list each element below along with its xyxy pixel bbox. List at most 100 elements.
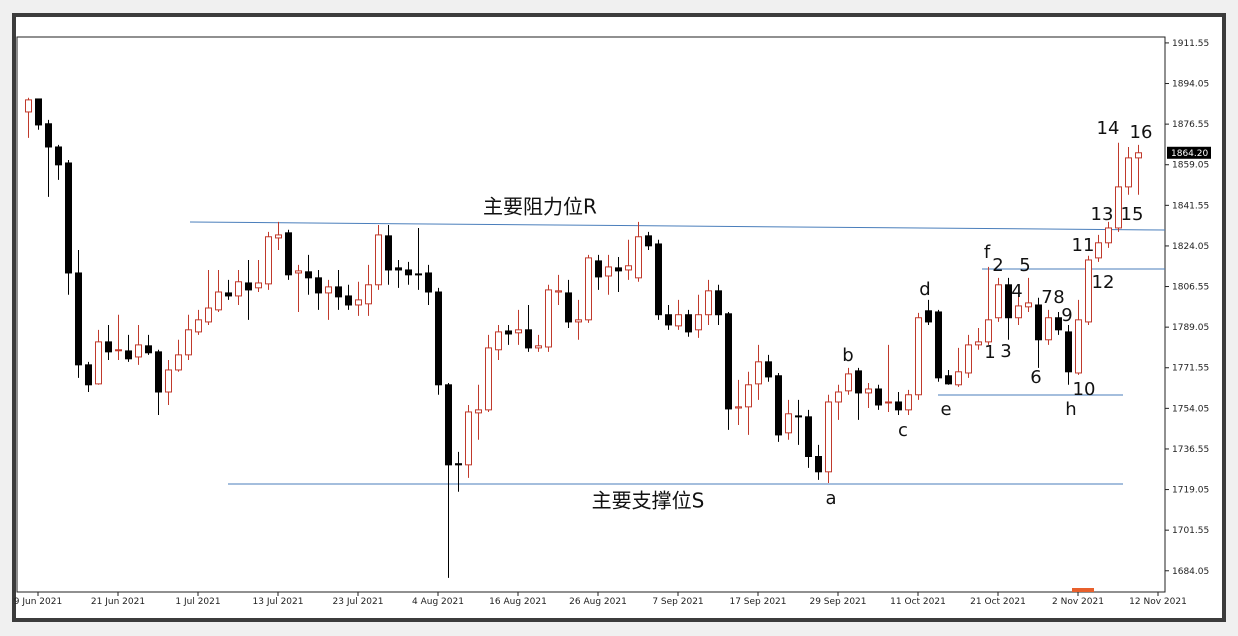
x-tick-label: 21 Jun 2021: [91, 597, 145, 607]
candle-body: [1065, 331, 1072, 373]
x-tick-label: 26 Aug 2021: [569, 597, 627, 607]
candle-body: [855, 370, 862, 394]
resistance-line: [189, 221, 1166, 231]
candle-body: [35, 98, 42, 126]
candle-body: [595, 260, 602, 278]
candle-body: [815, 455, 822, 473]
candle-body: [525, 329, 532, 349]
plot-area: [16, 36, 1166, 593]
candle-body: [455, 463, 462, 466]
candle-body: [695, 314, 702, 331]
candle-body: [665, 314, 672, 326]
candle-body: [295, 270, 302, 274]
candle-body: [65, 162, 72, 274]
annotation: 16: [1130, 122, 1153, 143]
y-tick-label: 1789.05: [1172, 323, 1209, 333]
candle-body: [165, 369, 172, 393]
y-tick-label: 1911.55: [1172, 39, 1209, 49]
candle-body: [775, 375, 782, 436]
candle-body: [175, 354, 182, 371]
candle-body: [55, 146, 62, 166]
y-tick-label: 1719.05: [1172, 486, 1209, 496]
candle-body: [365, 284, 372, 305]
candle-body: [145, 345, 152, 354]
annotation: 8: [1053, 287, 1064, 308]
candle-body: [45, 123, 52, 148]
price-tag: [1167, 146, 1211, 159]
candle-body: [975, 341, 982, 346]
annotation: h: [1065, 399, 1076, 420]
candle-body: [335, 286, 342, 298]
candle-body: [445, 384, 452, 466]
candle-body: [255, 282, 262, 289]
candle-body: [705, 290, 712, 316]
annotation: 3: [1000, 341, 1011, 362]
candle-body: [545, 289, 552, 348]
marker: [1072, 588, 1094, 592]
candle-body: [765, 361, 772, 378]
candle-body: [965, 344, 972, 374]
annotation: 15: [1121, 204, 1144, 225]
y-tick-label: 1859.05: [1172, 161, 1209, 171]
annotation: 11: [1072, 235, 1095, 256]
candle-body: [1115, 186, 1122, 229]
candle-body: [345, 295, 352, 306]
annotation: 10: [1073, 379, 1096, 400]
x-tick-label: 2 Nov 2021: [1052, 597, 1104, 607]
candle-body: [305, 271, 312, 279]
candle-body: [955, 371, 962, 386]
level-lines: [189, 221, 1166, 485]
x-tick-label: 29 Sep 2021: [809, 597, 866, 607]
candle-body: [905, 394, 912, 411]
candle-body: [715, 290, 722, 316]
candle-body: [245, 282, 252, 291]
candle-body: [375, 234, 382, 286]
x-tick-label: 7 Sep 2021: [652, 597, 703, 607]
candle-body: [315, 277, 322, 294]
annotation: 4: [1011, 281, 1022, 302]
candle-body: [925, 310, 932, 323]
candle-body: [635, 236, 642, 279]
candle-body: [985, 319, 992, 343]
candle-body: [485, 347, 492, 411]
candle-body: [1135, 152, 1142, 159]
x-tick-label: 16 Aug 2021: [489, 597, 547, 607]
candle-body: [185, 329, 192, 356]
candle-body: [405, 269, 412, 276]
candle-body: [885, 401, 892, 404]
candle-body: [505, 330, 512, 335]
y-tick-label: 1876.55: [1172, 120, 1209, 130]
candle-body: [1125, 157, 1132, 188]
candle-body: [755, 361, 762, 385]
frame: [12, 13, 1226, 622]
annotation: 6: [1030, 367, 1041, 388]
candle-body: [605, 266, 612, 277]
x-tick-label: 21 Oct 2021: [970, 597, 1026, 607]
candle-body: [515, 329, 522, 334]
y-tick-label: 1841.55: [1172, 201, 1209, 211]
x-tick-label: 11 Oct 2021: [890, 597, 946, 607]
candle-body: [1105, 227, 1112, 244]
candle-body: [265, 236, 272, 285]
candle-body: [865, 388, 872, 394]
y-tick-label: 1684.05: [1172, 567, 1209, 577]
y-tick-label: 1736.55: [1172, 445, 1209, 455]
candle-body: [805, 416, 812, 457]
candle-body: [435, 291, 442, 386]
candle-body: [115, 349, 122, 352]
x-tick-label: 12 Nov 2021: [1129, 597, 1187, 607]
x-tick-label: 17 Sep 2021: [729, 597, 786, 607]
candle-body: [1095, 242, 1102, 259]
candle-body: [825, 401, 832, 473]
candle-body: [25, 99, 32, 113]
x-tick-label: 13 Jul 2021: [253, 597, 304, 607]
annotation: 主要支撑位S: [592, 489, 705, 513]
annotation: 9: [1061, 305, 1072, 326]
candle-body: [1075, 319, 1082, 374]
candles: [25, 97, 1142, 578]
x-tick-label: 4 Aug 2021: [412, 597, 464, 607]
candle-body: [495, 331, 502, 351]
candle-body: [135, 344, 142, 358]
candle-body: [795, 415, 802, 418]
